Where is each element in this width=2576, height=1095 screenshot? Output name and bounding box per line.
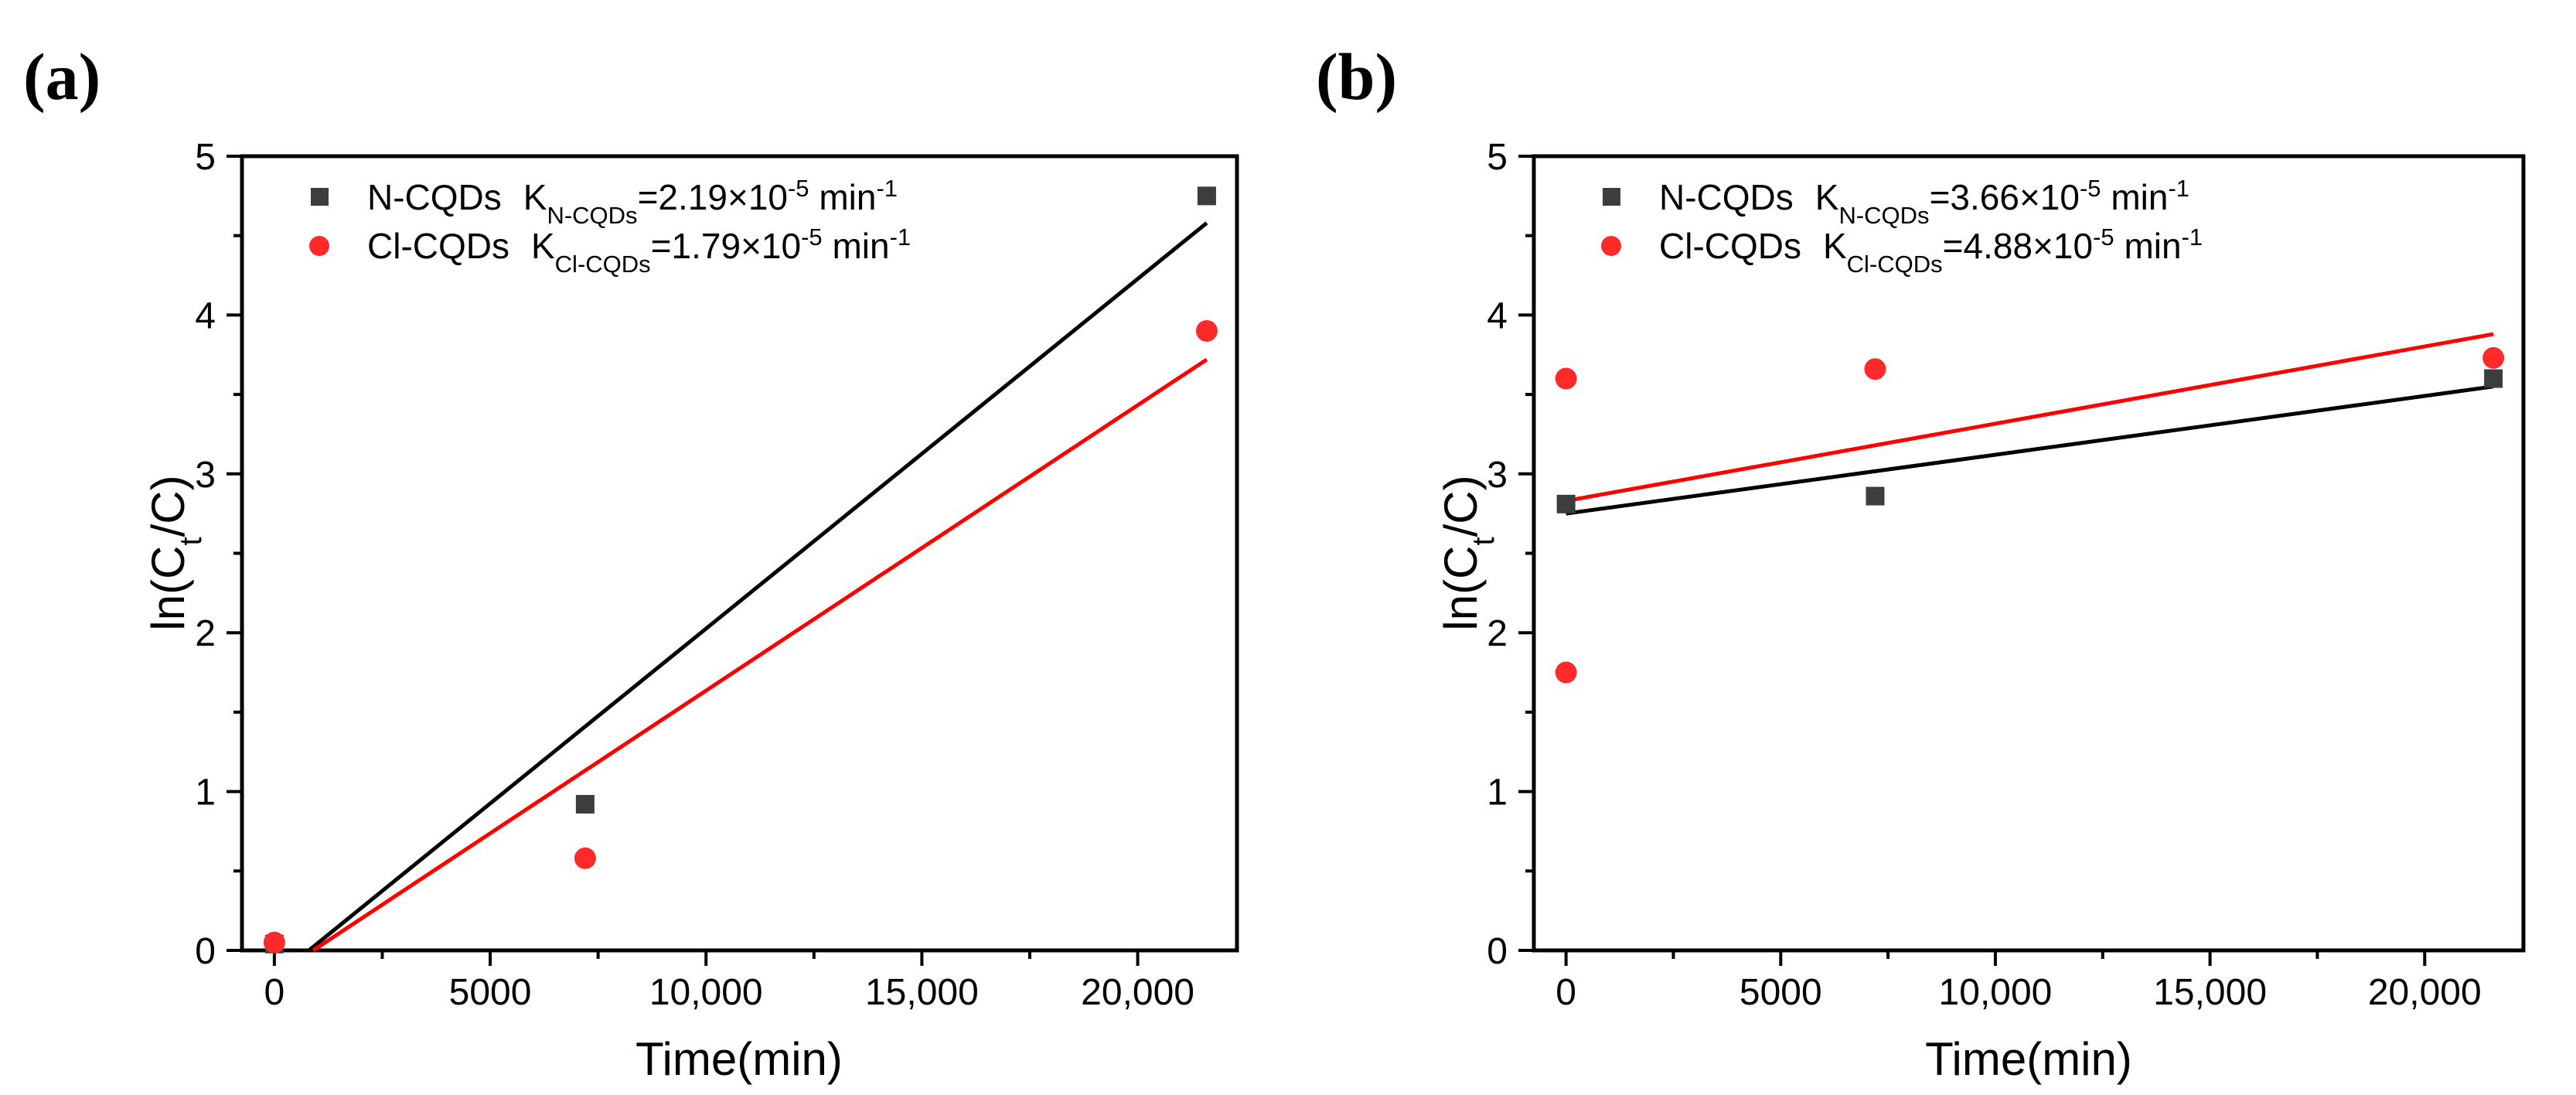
fit-lines-b bbox=[1566, 332, 2494, 516]
data-point-n-cqds-a bbox=[575, 795, 595, 814]
data-point-n-cqds-b bbox=[2484, 369, 2503, 388]
x-axis-title-b: Time(min) bbox=[1925, 1033, 2132, 1085]
x-tick-label-b: 5000 bbox=[1739, 972, 1822, 1013]
panel-label-a: (a) bbox=[23, 39, 101, 114]
data-point-n-cqds-b bbox=[1866, 486, 1885, 506]
y-tick-label-b: 0 bbox=[1487, 931, 1508, 972]
legend-a: N-CQDs KN-CQDs=2.19×10-5 min-1 Cl-CQDs KCl… bbox=[309, 175, 911, 278]
data-point-cl-cqds-a bbox=[263, 931, 285, 953]
legend-marker-cl-cqds-b bbox=[1601, 236, 1621, 256]
data-points-b bbox=[1555, 346, 2505, 684]
y-tick-label-a: 5 bbox=[195, 137, 216, 178]
x-tick-label-a: 10,000 bbox=[649, 972, 763, 1013]
ticks-b: 0 5000 10,000 15,000 20,000 0 1 2 3 4 5 bbox=[1487, 137, 2481, 1013]
x-tick-label-a: 5000 bbox=[449, 972, 532, 1013]
y-tick-label-b: 3 bbox=[1487, 455, 1508, 496]
ticks-a: 0 5000 10,000 15,000 20,000 0 1 2 3 4 5 bbox=[195, 137, 1194, 1013]
legend-label-cl-cqds-a: Cl-CQDs KCl-CQDs=1.79×10-5 min-1 bbox=[367, 223, 911, 278]
data-point-n-cqds-b bbox=[1556, 494, 1576, 513]
legend-label-n-cqds-b: N-CQDs KN-CQDs=3.66×10-5 min-1 bbox=[1659, 175, 2189, 229]
y-tick-label-a: 1 bbox=[195, 773, 216, 814]
y-tick-label-a: 3 bbox=[195, 455, 216, 496]
y-tick-label-b: 2 bbox=[1487, 613, 1508, 654]
x-axis-title-a: Time(min) bbox=[635, 1033, 843, 1085]
x-tick-label-a: 0 bbox=[264, 972, 285, 1013]
fit-line-cl-cqds-b bbox=[1566, 332, 2494, 503]
data-point-cl-cqds-b bbox=[1864, 358, 1886, 380]
fit-line-n-cqds-a bbox=[307, 221, 1208, 952]
x-tick-label-b: 20,000 bbox=[2368, 972, 2482, 1013]
data-point-cl-cqds-b bbox=[2482, 346, 2505, 369]
x-tick-label-b: 15,000 bbox=[2153, 972, 2267, 1013]
fit-lines-a bbox=[307, 221, 1208, 953]
y-tick-label-b: 5 bbox=[1487, 137, 1508, 178]
legend-b: N-CQDs KN-CQDs=3.66×10-5 min-1 Cl-CQDs KCl… bbox=[1601, 175, 2203, 278]
fit-line-n-cqds-b bbox=[1566, 384, 2494, 516]
x-tick-label-b: 10,000 bbox=[1939, 972, 2053, 1013]
plot-frame-a bbox=[240, 154, 1239, 953]
plot-frame-b bbox=[1532, 154, 2526, 953]
legend-marker-cl-cqds-a bbox=[309, 236, 329, 256]
legend-marker-n-cqds-a bbox=[311, 188, 329, 206]
data-point-cl-cqds-a bbox=[1195, 319, 1218, 342]
fit-line-cl-cqds-a bbox=[312, 357, 1208, 953]
y-tick-label-b: 1 bbox=[1487, 773, 1508, 814]
y-axis-title-b: ln(Ct/C) bbox=[1435, 475, 1501, 630]
y-tick-label-b: 4 bbox=[1487, 295, 1508, 336]
legend-entry-n-cqds-b: N-CQDs KN-CQDs=3.66×10-5 min-1 bbox=[1603, 175, 2189, 229]
x-tick-label-a: 20,000 bbox=[1081, 972, 1194, 1013]
data-point-cl-cqds-b bbox=[1555, 367, 1577, 390]
y-tick-label-a: 2 bbox=[195, 613, 216, 654]
data-point-cl-cqds-a bbox=[574, 847, 596, 869]
legend-label-n-cqds-a: N-CQDs KN-CQDs=2.19×10-5 min-1 bbox=[367, 175, 898, 229]
x-tick-label-a: 15,000 bbox=[865, 972, 979, 1013]
legend-entry-n-cqds-a: N-CQDs KN-CQDs=2.19×10-5 min-1 bbox=[311, 175, 898, 229]
y-axis-title-a: ln(Ct/C) bbox=[142, 475, 208, 630]
panel-label-b: (b) bbox=[1316, 39, 1397, 114]
data-point-cl-cqds-b bbox=[1555, 661, 1577, 684]
legend-entry-cl-cqds-a: Cl-CQDs KCl-CQDs=1.79×10-5 min-1 bbox=[309, 223, 911, 278]
data-point-n-cqds-a bbox=[1197, 186, 1216, 206]
legend-label-cl-cqds-b: Cl-CQDs KCl-CQDs=4.88×10-5 min-1 bbox=[1659, 223, 2203, 278]
panel-b: (b) 0 5000 10,000 15,000 20,000 0 1 2 3 4 5 Time(m… bbox=[1316, 39, 2526, 1085]
data-points-a bbox=[263, 186, 1218, 953]
y-tick-label-a: 0 bbox=[195, 931, 216, 972]
panel-a: (a) 0 5000 10,000 15,000 20,000 0 1 2 3 4 5 Time(m… bbox=[23, 39, 1239, 1085]
x-tick-label-b: 0 bbox=[1555, 972, 1576, 1013]
legend-marker-n-cqds-b bbox=[1603, 188, 1620, 206]
y-tick-label-a: 4 bbox=[195, 295, 216, 336]
legend-entry-cl-cqds-b: Cl-CQDs KCl-CQDs=4.88×10-5 min-1 bbox=[1601, 223, 2203, 278]
